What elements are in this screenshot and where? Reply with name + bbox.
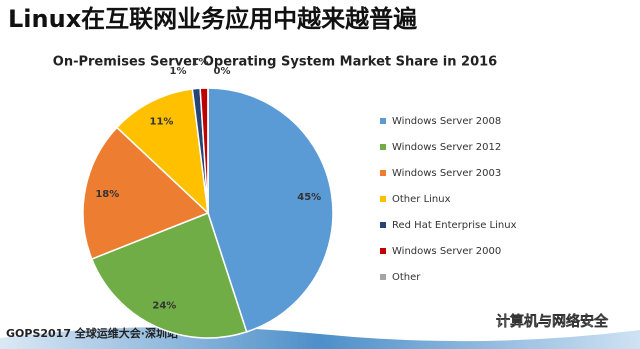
legend-swatch [380,170,386,176]
data-label: 1% [170,66,187,77]
legend-label: Windows Server 2003 [392,168,501,179]
watermark: 计算机与网络安全 [496,313,609,330]
footer: GOPS2017 全球运维大会·深圳站 [6,326,178,340]
data-label: 1% [192,57,209,68]
pie-slice [115,88,210,215]
pie-slice [207,87,334,333]
data-label: 0% [214,66,231,77]
legend-swatch [380,274,386,280]
legend-swatch [380,118,386,124]
footer-band [0,326,640,349]
data-label: 45% [297,192,321,203]
legend-label: Red Hat Enterprise Linux [392,220,517,231]
legend-label: Windows Server 2012 [392,142,501,153]
legend-label: Windows Server 2000 [392,246,501,257]
legend-label: Other [392,272,421,283]
legend-swatch [380,248,386,254]
legend-label: Windows Server 2008 [392,116,501,127]
data-label: 18% [95,189,119,200]
legend-swatch [380,196,386,202]
chart-title: On-Premises Server Operating System Mark… [53,55,497,70]
legend-label: Other Linux [392,194,451,205]
slide-title: Linux在互联网业务应用中越来越普遍 [8,5,418,33]
legend-swatch [380,222,386,228]
data-label: 11% [149,117,173,128]
pie-slice [82,126,210,260]
data-label: 24% [152,301,176,312]
legend-swatch [380,144,386,150]
